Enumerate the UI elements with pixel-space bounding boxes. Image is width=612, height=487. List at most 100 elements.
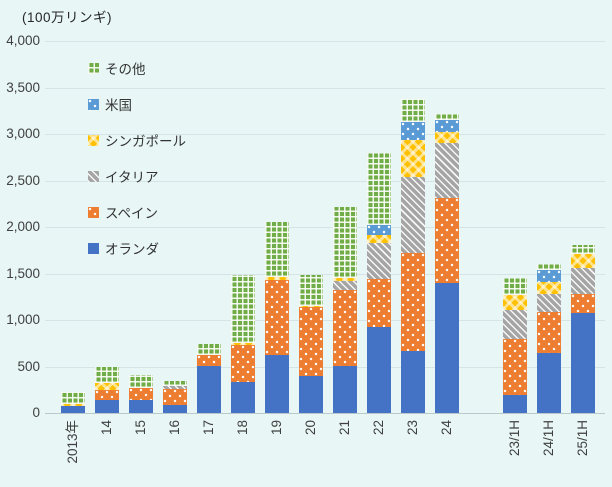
- y-tick-label: 0: [32, 405, 40, 420]
- gridline-3500: [45, 87, 605, 89]
- bar-17: [197, 343, 221, 413]
- x-tick-label: 22: [371, 420, 386, 436]
- legend-label: オランダ: [105, 242, 159, 257]
- legend-swatch-イタリア: [88, 170, 99, 182]
- bar-2013年: [61, 391, 85, 413]
- segment-イタリア: [503, 310, 527, 339]
- x-tick-label: 24/1H: [541, 420, 556, 457]
- segment-その他: [367, 153, 391, 225]
- segment-オランダ: [367, 326, 391, 413]
- bar-22: [367, 153, 391, 413]
- bar-24/1H: [537, 264, 561, 413]
- segment-オランダ: [537, 353, 561, 413]
- gridline-1000: [45, 320, 605, 321]
- legend-item-スペイン: スペイン: [88, 204, 186, 221]
- x-axis-line: [45, 413, 605, 414]
- segment-米国: [367, 224, 391, 235]
- segment-その他: [197, 343, 221, 355]
- segment-スペイン: [537, 312, 561, 354]
- segment-オランダ: [265, 354, 289, 413]
- x-tick-label: 23/1H: [507, 420, 522, 457]
- segment-米国: [401, 121, 425, 141]
- bar-18: [231, 275, 255, 413]
- segment-その他: [401, 98, 425, 122]
- segment-イタリア: [571, 268, 595, 294]
- x-tick-label: 16: [167, 420, 182, 436]
- gridline-500: [45, 366, 605, 368]
- segment-スペイン: [299, 307, 323, 376]
- segment-オランダ: [571, 313, 595, 413]
- legend-item-その他: その他: [88, 60, 186, 77]
- segment-その他: [435, 113, 459, 121]
- segment-オランダ: [129, 400, 153, 413]
- x-tick-label: 17: [201, 420, 216, 436]
- segment-シンガポール: [571, 253, 595, 269]
- segment-その他: [571, 244, 595, 254]
- legend-swatch-オランダ: [88, 242, 99, 254]
- segment-オランダ: [401, 351, 425, 413]
- segment-シンガポール: [537, 281, 561, 294]
- segment-イタリア: [333, 280, 357, 291]
- gridline-2000: [45, 227, 605, 228]
- segment-その他: [231, 275, 255, 343]
- legend-label: シンガポール: [105, 134, 186, 149]
- segment-スペイン: [367, 279, 391, 327]
- segment-スペイン: [401, 252, 425, 352]
- bar-23: [401, 98, 425, 413]
- segment-その他: [333, 206, 357, 279]
- segment-オランダ: [95, 399, 119, 413]
- legend-item-米国: 米国: [88, 96, 186, 113]
- segment-シンガポール: [265, 277, 289, 280]
- segment-スペイン: [231, 344, 255, 383]
- bar-23/1H: [503, 278, 527, 413]
- y-tick-label: 3,000: [6, 126, 40, 141]
- segment-スペイン: [163, 388, 187, 406]
- segment-米国: [435, 120, 459, 132]
- bar-15: [129, 374, 153, 413]
- segment-スペイン: [265, 279, 289, 355]
- segment-スペイン: [503, 338, 527, 396]
- legend-swatch-スペイン: [88, 206, 99, 218]
- segment-シンガポール: [435, 131, 459, 144]
- segment-その他: [163, 380, 187, 387]
- segment-シンガポール: [333, 278, 357, 281]
- legend-swatch-その他: [88, 62, 99, 74]
- segment-その他: [299, 275, 323, 306]
- segment-シンガポール: [299, 305, 323, 308]
- segment-オランダ: [435, 283, 459, 413]
- segment-その他: [61, 391, 85, 404]
- segment-スペイン: [129, 387, 153, 401]
- segment-オランダ: [333, 366, 357, 413]
- legend-swatch-シンガポール: [88, 134, 99, 146]
- segment-オランダ: [503, 395, 527, 413]
- y-tick-label: 1,500: [6, 265, 40, 281]
- legend-item-シンガポール: シンガポール: [88, 132, 186, 149]
- segment-その他: [503, 278, 527, 296]
- y-tick-label: 1,000: [6, 312, 40, 327]
- bar-20: [299, 275, 323, 413]
- legend-label: 米国: [105, 98, 132, 113]
- bar-14: [95, 366, 119, 413]
- segment-米国: [537, 270, 561, 282]
- legend-item-イタリア: イタリア: [88, 168, 186, 185]
- segment-スペイン: [333, 290, 357, 367]
- segment-シンガポール: [231, 342, 255, 345]
- x-tick-label: 25/1H: [575, 420, 590, 457]
- x-tick-label: 15: [133, 420, 148, 436]
- y-tick-label: 4,000: [6, 33, 40, 48]
- x-tick-label: 14: [99, 420, 114, 436]
- axis-unit-label: (100万リンギ): [22, 10, 113, 25]
- x-tick-label: 20: [303, 420, 318, 436]
- segment-スペイン: [95, 390, 119, 400]
- segment-その他: [129, 374, 153, 388]
- bar-25/1H: [571, 244, 595, 413]
- gridline-2500: [45, 180, 605, 182]
- segment-イタリア: [367, 243, 391, 280]
- x-tick-label: 21: [337, 420, 352, 436]
- legend-label: スペイン: [105, 206, 159, 221]
- x-tick-label: 24: [439, 420, 454, 436]
- segment-イタリア: [537, 293, 561, 313]
- bar-16: [163, 380, 187, 413]
- segment-シンガポール: [367, 234, 391, 244]
- segment-シンガポール: [503, 295, 527, 311]
